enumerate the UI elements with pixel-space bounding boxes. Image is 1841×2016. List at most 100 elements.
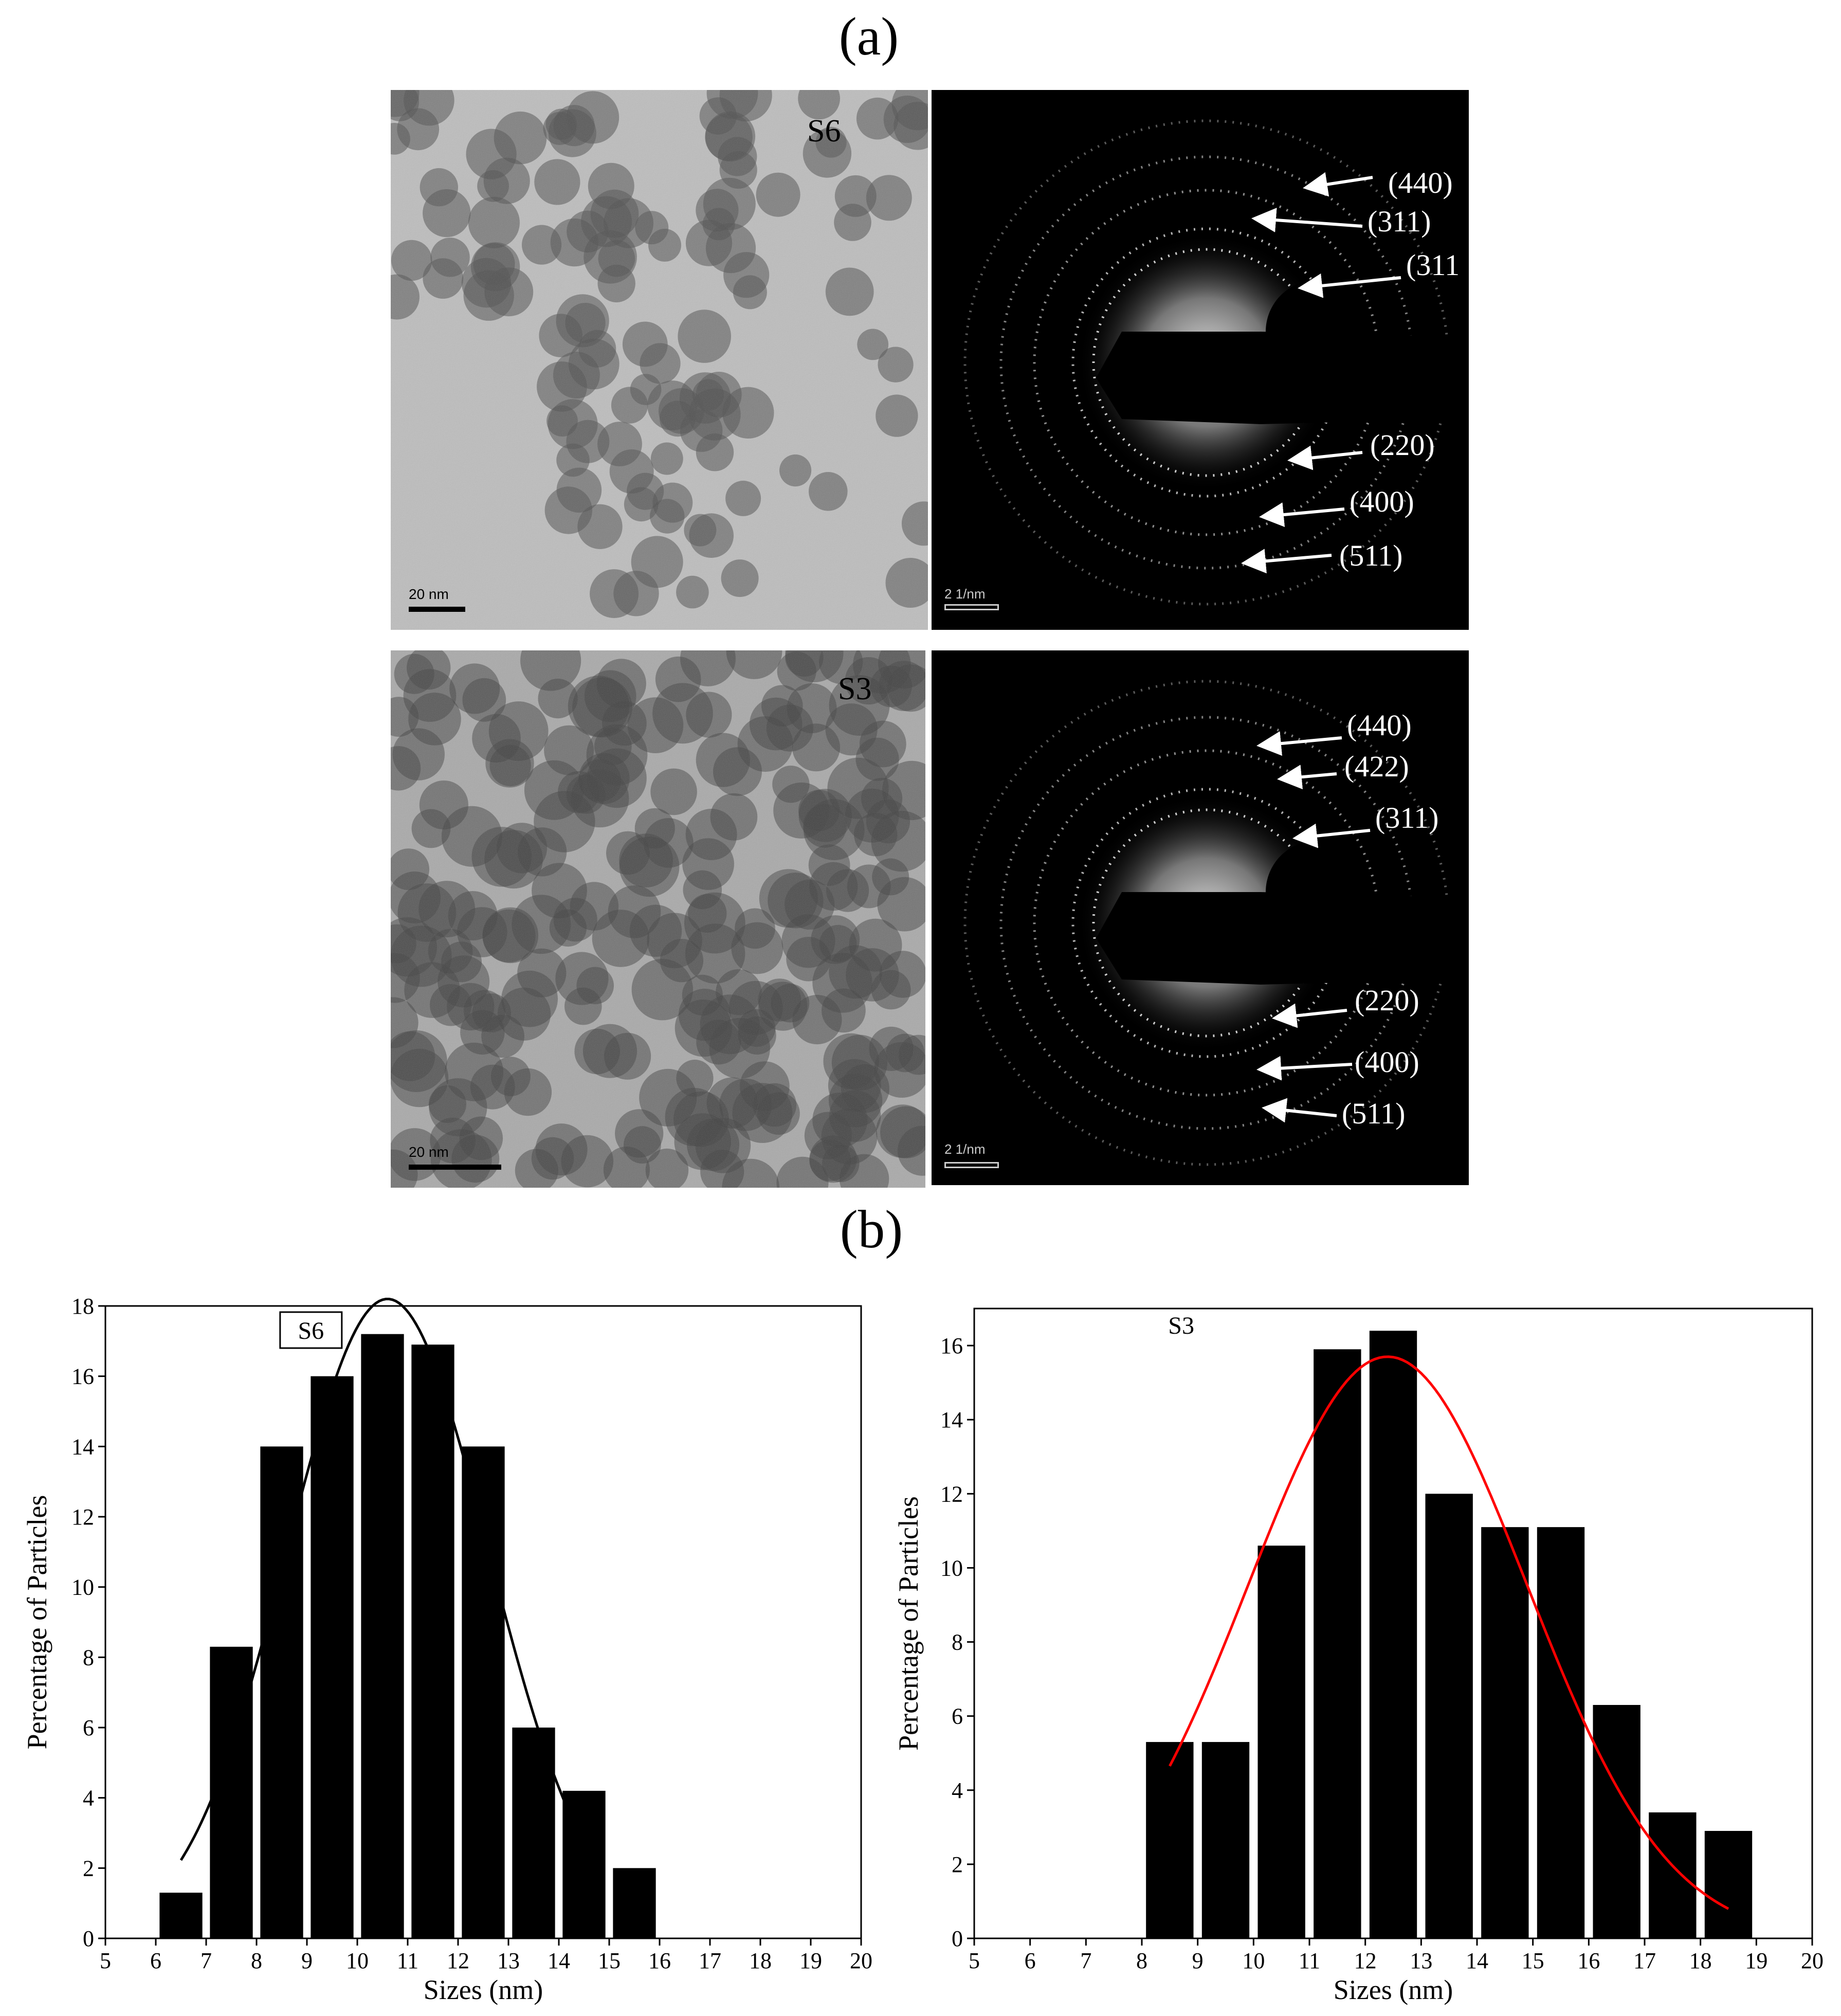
- histogram-bar: [462, 1446, 505, 1938]
- y-tick-label: 14: [940, 1407, 963, 1432]
- x-tick-label: 5: [969, 1948, 980, 1973]
- x-tick-label: 20: [1801, 1948, 1824, 1973]
- y-tick-label: 10: [940, 1555, 963, 1581]
- saed-s3-scale-label: 2 1/nm: [944, 1141, 986, 1157]
- x-tick-label: 9: [1192, 1948, 1204, 1973]
- x-axis-label: Sizes (nm): [424, 1974, 543, 2005]
- x-tick-label: 16: [1577, 1948, 1600, 1973]
- x-tick-label: 7: [1080, 1948, 1091, 1973]
- x-tick-label: 16: [648, 1948, 671, 1973]
- x-tick-label: 9: [301, 1948, 313, 1973]
- y-tick-label: 8: [83, 1645, 94, 1670]
- x-tick-label: 8: [1136, 1948, 1147, 1973]
- y-tick-label: 16: [940, 1333, 963, 1358]
- histogram-bar: [1593, 1705, 1641, 1938]
- histogram-bar: [1649, 1812, 1697, 1938]
- panel-b-label: (b): [840, 1199, 903, 1259]
- x-tick-label: 14: [548, 1948, 570, 1973]
- tem-image-s3: S3 20 nm: [391, 650, 925, 1188]
- x-tick-label: 20: [850, 1948, 872, 1973]
- saed-pattern-s3: 2 1/nm: [932, 650, 1469, 1185]
- tem-s3-sample-label: S3: [838, 671, 872, 706]
- x-tick-label: 12: [447, 1948, 469, 1973]
- histogram-bar: [311, 1376, 354, 1938]
- legend-box: [279, 1311, 343, 1349]
- saed-pattern-s6: 2 1/nm: [932, 90, 1469, 630]
- histogram-bar: [512, 1728, 555, 1938]
- y-tick-label: 12: [940, 1481, 963, 1506]
- histogram-bar: [1704, 1831, 1753, 1938]
- x-tick-label: 14: [1466, 1948, 1488, 1973]
- saed-s3-scale-bar: [944, 1162, 999, 1168]
- histogram-bar: [411, 1345, 454, 1938]
- y-tick-label: 4: [83, 1786, 94, 1811]
- y-tick-label: 10: [71, 1575, 94, 1600]
- x-tick-label: 6: [1025, 1948, 1036, 1973]
- x-tick-label: 13: [1410, 1948, 1432, 1973]
- histogram-bar: [361, 1334, 404, 1938]
- y-axis-label: Percentage of Particles: [893, 1496, 924, 1751]
- y-tick-label: 18: [71, 1294, 94, 1319]
- histogram-bar: [1201, 1742, 1250, 1938]
- x-tick-label: 15: [1522, 1948, 1544, 1973]
- panel-a-label: (a): [839, 6, 899, 66]
- histogram-s3: 5 6 7 8 9 10 11 12 13 14 15 16 17 18 19 20 0 2 4 6 8 10 12 14 16…: [874, 1285, 1841, 2016]
- tem-image-s6-graphic: [391, 90, 928, 630]
- histogram-s3-svg: 5 6 7 8 9 10 11 12 13 14 15 16 17 18 19 20 0 2 4 6 8 10 12 14 16…: [893, 1307, 1824, 2005]
- saed-s3-graphic: [963, 680, 1469, 1166]
- gaussian-fit-line: [179, 1298, 586, 1861]
- saed-s6-scale-bar: [944, 604, 999, 610]
- x-axis-label: Sizes (nm): [1334, 1974, 1453, 2005]
- x-tick-label: 11: [1299, 1948, 1320, 1973]
- tem-s6-scale-bar: [409, 607, 465, 612]
- x-tick-label: 12: [1354, 1948, 1377, 1973]
- x-tick-label: 10: [1242, 1948, 1265, 1973]
- tem-s6-scale-label: 20 nm: [409, 586, 449, 602]
- y-tick-label: 4: [952, 1778, 963, 1803]
- histogram-bar: [159, 1893, 203, 1938]
- y-tick-label: 2: [952, 1852, 963, 1877]
- tem-s6-sample-label: S6: [807, 114, 841, 149]
- x-tick-label: 18: [749, 1948, 772, 1973]
- x-tick-label: 8: [251, 1948, 262, 1973]
- saed-s6-graphic: [963, 119, 1469, 606]
- y-tick-label: 2: [83, 1856, 94, 1881]
- histogram-bar: [613, 1868, 656, 1938]
- x-tick-label: 6: [150, 1948, 161, 1973]
- histogram-bar: [1425, 1494, 1473, 1938]
- x-tick-label: 19: [1745, 1948, 1767, 1973]
- y-axis-label: Percentage of Particles: [22, 1495, 52, 1750]
- y-tick-label: 16: [71, 1364, 94, 1389]
- y-tick-label: 0: [952, 1926, 963, 1951]
- y-tick-label: 0: [83, 1926, 94, 1951]
- histogram-bar: [1481, 1527, 1529, 1938]
- histogram-bar: [1537, 1527, 1585, 1938]
- y-tick-label: 14: [71, 1434, 94, 1459]
- y-tick-label: 8: [952, 1630, 963, 1655]
- x-tick-label: 18: [1689, 1948, 1712, 1973]
- x-tick-label: 7: [200, 1948, 212, 1973]
- y-tick-label: 6: [83, 1715, 94, 1740]
- legend-label: S3: [1168, 1312, 1194, 1339]
- x-tick-label: 15: [598, 1948, 621, 1973]
- x-tick-label: 17: [699, 1948, 721, 1973]
- saed-s6-scale-label: 2 1/nm: [944, 586, 986, 602]
- tem-s3-scale-label: 20 nm: [409, 1144, 449, 1160]
- tem-s3-scale-bar: [409, 1165, 501, 1170]
- x-tick-label: 10: [346, 1948, 369, 1973]
- histogram-s6-svg: 5 6 7 8 9 10 11 12 13 14 15 16 17 18 19 20 0 2 4 6 8 10 12 14 16…: [22, 1294, 872, 2005]
- histogram-bar: [260, 1446, 303, 1938]
- x-tick-label: 19: [799, 1948, 822, 1973]
- histogram-s6: 5 6 7 8 9 10 11 12 13 14 15 16 17 18 19 20 0 2 4 6 8 10 12 14 16…: [0, 1285, 884, 2016]
- legend-label: S6: [298, 1317, 324, 1345]
- x-tick-label: 5: [100, 1948, 111, 1973]
- histogram-bar: [210, 1646, 253, 1938]
- y-tick-label: 6: [952, 1704, 963, 1729]
- histogram-bar: [1146, 1742, 1194, 1938]
- histogram-bar: [1369, 1331, 1417, 1938]
- histogram-bar: [1257, 1546, 1305, 1938]
- x-tick-label: 11: [397, 1948, 418, 1973]
- x-tick-label: 13: [497, 1948, 520, 1973]
- x-tick-label: 17: [1633, 1948, 1656, 1973]
- y-tick-label: 12: [71, 1504, 94, 1530]
